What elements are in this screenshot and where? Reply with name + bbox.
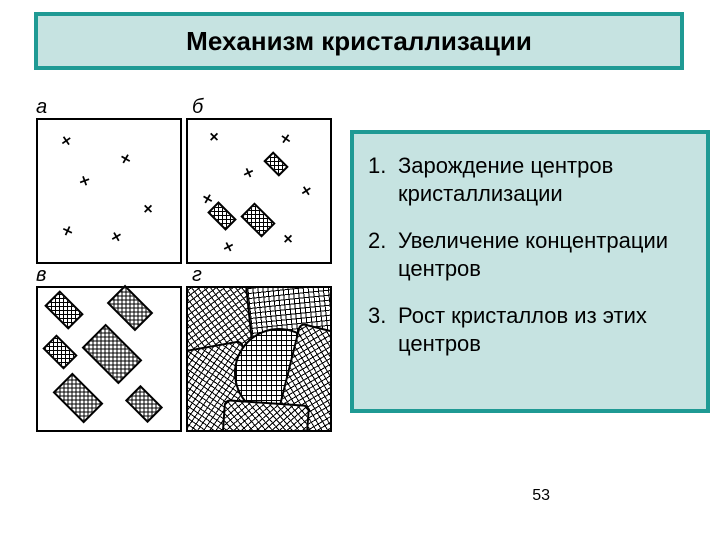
crystal-diamond xyxy=(125,385,163,423)
crystallization-diagram: а б в г ×××××× ××××××× xyxy=(30,100,340,435)
panel-a: × × × × × × xyxy=(36,118,182,264)
grain xyxy=(220,399,310,430)
panel-label-b: б xyxy=(192,96,203,119)
panel-d xyxy=(186,286,332,432)
nucleation-mark: × xyxy=(143,201,152,219)
nucleation-mark: × xyxy=(76,172,92,192)
list-item: Рост кристаллов из этих центров xyxy=(368,302,692,357)
panel-label-v: в xyxy=(36,264,46,287)
title-box: Механизм кристаллизации xyxy=(34,12,684,70)
nucleation-mark: × xyxy=(61,222,76,242)
nucleation-mark: × xyxy=(209,129,218,147)
steps-box: Зарождение центров кристаллизации Увелич… xyxy=(350,130,710,413)
nucleation-mark: × xyxy=(280,130,292,149)
slide: { "title": "Механизм кристаллизации", "t… xyxy=(0,0,720,540)
nucleation-mark: × xyxy=(119,150,133,170)
nucleation-mark: × xyxy=(300,182,313,202)
slide-title: Механизм кристаллизации xyxy=(186,26,532,57)
panel-label-a: а xyxy=(36,96,47,119)
crystal-diamond xyxy=(53,373,104,424)
steps-list: Зарождение центров кристаллизации Увелич… xyxy=(368,152,692,357)
nucleation-mark: × xyxy=(60,132,72,151)
page-number: 53 xyxy=(532,487,550,505)
crystal-diamond xyxy=(44,290,84,330)
nucleation-mark: × xyxy=(221,238,235,258)
nucleation-mark: × xyxy=(283,231,292,249)
list-item: Зарождение центров кристаллизации xyxy=(368,152,692,207)
nucleation-mark: × xyxy=(109,228,123,248)
panel-b: ××××××× xyxy=(186,118,332,264)
list-item: Увеличение концентрации центров xyxy=(368,227,692,282)
crystal-diamond xyxy=(263,151,288,176)
panel-c xyxy=(36,286,182,432)
nucleation-mark: × xyxy=(241,164,256,184)
panel-label-g: г xyxy=(192,264,202,287)
crystal-diamond xyxy=(82,324,143,385)
crystal-diamond xyxy=(42,334,77,369)
crystal-diamond xyxy=(240,202,275,237)
crystal-diamond xyxy=(107,285,154,332)
